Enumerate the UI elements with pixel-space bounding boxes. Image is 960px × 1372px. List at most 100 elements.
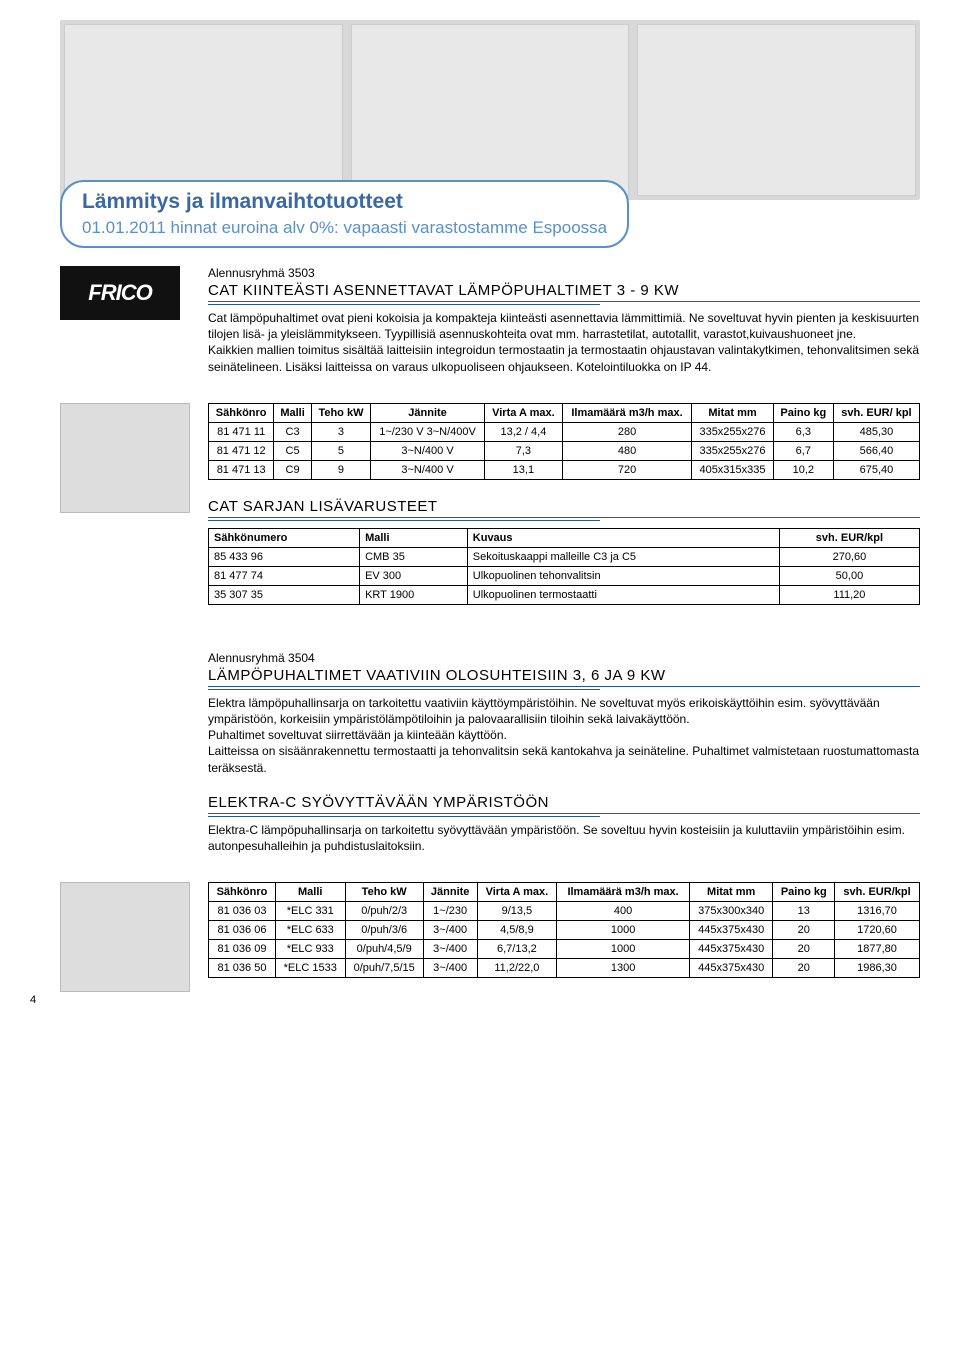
table-cell: 20 [773, 940, 835, 959]
table-cell: 20 [773, 921, 835, 940]
table-cell: 0/puh/2/3 [345, 902, 423, 921]
table-header: Teho kW [345, 883, 423, 902]
table-cell: C9 [274, 460, 312, 479]
section-body: Cat lämpöpuhaltimet ovat pieni kokoisia … [208, 310, 920, 375]
table-header: svh. EUR/ kpl [833, 403, 919, 422]
table-row: 81 477 74EV 300Ulkopuolinen tehonvalitsi… [209, 566, 920, 585]
table-cell: *ELC 633 [275, 921, 345, 940]
table-header: Mitat mm [689, 883, 773, 902]
table-header: Sähkönro [209, 883, 276, 902]
table-row: 81 036 03*ELC 3310/puh/2/31~/2309/13,540… [209, 902, 920, 921]
table-header: Virta A max. [484, 403, 562, 422]
table-cell: 1~/230 [423, 902, 477, 921]
table-row: 81 036 06*ELC 6330/puh/3/63~/4004,5/8,91… [209, 921, 920, 940]
section-body: Elektra lämpöpuhallinsarja on tarkoitett… [208, 695, 920, 776]
table-cell: 445x375x430 [689, 959, 773, 978]
table-cell: 0/puh/4,5/9 [345, 940, 423, 959]
table-header: Paino kg [773, 403, 833, 422]
table-cell: 6,7/13,2 [477, 940, 557, 959]
table-cell: 6,3 [773, 422, 833, 441]
table-cell: 81 471 12 [209, 441, 274, 460]
table-cell: 81 036 09 [209, 940, 276, 959]
table-row: 81 471 12C553~N/400 V7,3480335x255x2766,… [209, 441, 920, 460]
table-cell: 720 [562, 460, 691, 479]
header-image-strip [60, 20, 920, 200]
table-cell: 13 [773, 902, 835, 921]
table-cell: 3 [311, 422, 370, 441]
spec-table: SähkönroMalliTeho kWJänniteVirta A max.I… [208, 882, 920, 978]
table-cell: 1300 [557, 959, 690, 978]
table-cell: 6,7 [773, 441, 833, 460]
table-cell: 13,1 [484, 460, 562, 479]
table-cell: C5 [274, 441, 312, 460]
table-cell: 3~/400 [423, 959, 477, 978]
table-row: 81 471 11C331~/230 V 3~N/400V13,2 / 4,42… [209, 422, 920, 441]
table-cell: 81 471 11 [209, 422, 274, 441]
table-cell: *ELC 331 [275, 902, 345, 921]
table-cell: 566,40 [833, 441, 919, 460]
table-cell: 0/puh/7,5/15 [345, 959, 423, 978]
section-title: ELEKTRA-C SYÖVYTTÄVÄÄN YMPÄRISTÖÖN [208, 794, 920, 814]
table-cell: 445x375x430 [689, 921, 773, 940]
table-header: Mitat mm [692, 403, 774, 422]
discount-group: Alennusryhmä 3504 [208, 651, 920, 665]
table-cell: 81 036 03 [209, 902, 276, 921]
table-header: Kuvaus [467, 528, 779, 547]
table-cell: Ulkopuolinen termostaatti [467, 585, 779, 604]
table-header: Malli [360, 528, 468, 547]
table-cell: 1877,80 [835, 940, 920, 959]
table-cell: 480 [562, 441, 691, 460]
table-cell: EV 300 [360, 566, 468, 585]
table-cell: 1316,70 [835, 902, 920, 921]
table-cell: 675,40 [833, 460, 919, 479]
table-cell: *ELC 933 [275, 940, 345, 959]
table-cell: 335x255x276 [692, 441, 774, 460]
table-cell: Sekoituskaappi malleille C3 ja C5 [467, 547, 779, 566]
table-cell: 280 [562, 422, 691, 441]
table-row: 85 433 96CMB 35Sekoituskaappi malleille … [209, 547, 920, 566]
table-cell: 1~/230 V 3~N/400V [371, 422, 485, 441]
table-header: svh. EUR/kpl [835, 883, 920, 902]
table-header: Sähkönumero [209, 528, 360, 547]
table-cell: 9 [311, 460, 370, 479]
table-cell: 50,00 [779, 566, 919, 585]
product-image [60, 882, 190, 992]
table-header: Ilmamäärä m3/h max. [562, 403, 691, 422]
brand-logo: FRICO [60, 266, 180, 320]
table-cell: 400 [557, 902, 690, 921]
table-cell: 3~N/400 V [371, 460, 485, 479]
table-header: Jännite [423, 883, 477, 902]
table-cell: 0/puh/3/6 [345, 921, 423, 940]
table-cell: C3 [274, 422, 312, 441]
table-cell: 85 433 96 [209, 547, 360, 566]
table-cell: 4,5/8,9 [477, 921, 557, 940]
table-cell: 485,30 [833, 422, 919, 441]
table-cell: 81 477 74 [209, 566, 360, 585]
table-cell: 20 [773, 959, 835, 978]
discount-group: Alennusryhmä 3503 [208, 266, 920, 280]
accessories-table: SähkönumeroMalliKuvaussvh. EUR/kpl 85 43… [208, 528, 920, 605]
table-cell: 10,2 [773, 460, 833, 479]
page-title-capsule: Lämmitys ja ilmanvaihtotuotteet 01.01.20… [60, 180, 629, 248]
table-header: Virta A max. [477, 883, 557, 902]
table-cell: 1000 [557, 940, 690, 959]
table-header: Malli [275, 883, 345, 902]
table-cell: 11,2/22,0 [477, 959, 557, 978]
page-number: 4 [30, 994, 36, 1006]
table-cell: 335x255x276 [692, 422, 774, 441]
table-cell: 81 036 50 [209, 959, 276, 978]
table-header: Sähkönro [209, 403, 274, 422]
table-row: 81 036 50*ELC 15330/puh/7,5/153~/40011,2… [209, 959, 920, 978]
table-cell: 111,20 [779, 585, 919, 604]
product-image [60, 403, 190, 513]
table-header: Teho kW [311, 403, 370, 422]
table-cell: 81 036 06 [209, 921, 276, 940]
table-cell: 35 307 35 [209, 585, 360, 604]
table-header: Paino kg [773, 883, 835, 902]
table-cell: 3~N/400 V [371, 441, 485, 460]
table-cell: 9/13,5 [477, 902, 557, 921]
table-header: svh. EUR/kpl [779, 528, 919, 547]
table-cell: 445x375x430 [689, 940, 773, 959]
spec-table: SähkönroMalliTeho kWJänniteVirta A max.I… [208, 403, 920, 480]
section-title: CAT KIINTEÄSTI ASENNETTAVAT LÄMPÖPUHALTI… [208, 282, 920, 302]
